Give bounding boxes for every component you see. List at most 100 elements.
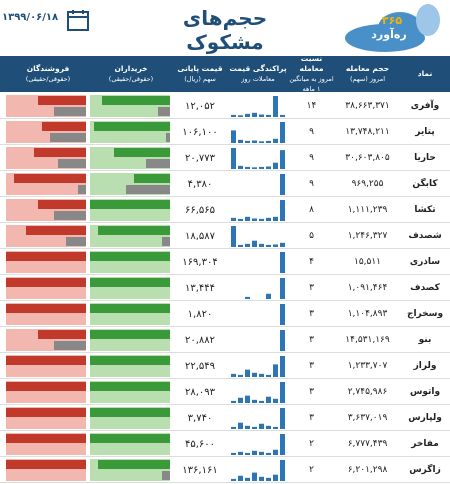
symbol: بنو: [418, 335, 432, 345]
sellers-bar: [54, 341, 86, 350]
dispersion-bar: [280, 382, 285, 403]
symbol: ساذری: [409, 257, 441, 267]
dispersion-bar: [252, 426, 257, 429]
ratio: ۳: [309, 283, 314, 293]
dispersion-bar: [252, 167, 257, 169]
ratio: ۳: [309, 413, 314, 423]
column-header: پراکندگی قیمت معاملات روز: [228, 56, 288, 92]
logo-number: ۳۶۵: [381, 14, 403, 27]
volume: ۱,۰۹۱,۴۶۴: [347, 283, 388, 293]
buyers-bar: [90, 356, 170, 365]
dispersion-bar: [259, 373, 264, 377]
dispersion-bar: [273, 426, 278, 429]
symbol: وسخراج: [406, 309, 444, 319]
volume: ۱۵,۵۱۱: [353, 257, 382, 267]
buyers-bar: [114, 148, 170, 157]
dispersion-bar: [280, 200, 285, 221]
dispersion-chart: [280, 174, 285, 195]
dispersion-chart: [245, 278, 285, 299]
symbol: کابگن: [412, 179, 438, 189]
row-separator: [0, 144, 450, 145]
sellers-bar: [26, 226, 86, 235]
symbol: کصدف: [410, 283, 440, 293]
column-header-line: حجم معامله: [345, 64, 390, 73]
column-header-line: (حقوقی/حقیقی): [25, 75, 71, 83]
volume: ۱,۲۳۳,۷۰۷: [347, 361, 388, 371]
dispersion-bar: [245, 166, 250, 169]
dispersion-bar: [238, 139, 243, 143]
dispersion-chart: [280, 252, 285, 273]
dispersion-bar: [280, 174, 285, 195]
sellers-bar: [6, 408, 86, 417]
price: ۱,۸۲۰: [187, 308, 213, 320]
dispersion-chart: [231, 122, 285, 143]
row-separator: [0, 300, 450, 301]
sellers-bar: [6, 382, 86, 391]
dispersion-bar: [266, 396, 271, 403]
dispersion-bar: [238, 451, 243, 455]
column-header-line: نسبت معامله: [299, 54, 324, 73]
dispersion-bar: [238, 374, 243, 377]
column-header-line: فروشندگان: [26, 64, 70, 73]
price: ۴۵,۶۰۰: [184, 438, 216, 450]
sellers-bar: [6, 460, 86, 469]
dispersion-bar: [280, 356, 285, 377]
sellers-bar: [6, 434, 86, 443]
ratio: ۹: [309, 127, 314, 137]
sellers-bar: [50, 133, 86, 142]
ratio: ۲: [309, 465, 314, 475]
volume: ۳۰,۶۰۳,۸۰۵: [345, 153, 390, 163]
ratio: ۳: [309, 309, 314, 319]
row-separator: [0, 274, 450, 275]
dispersion-bar: [273, 96, 278, 117]
dispersion-bar: [273, 138, 278, 143]
volume: ۱,۱۰۴,۸۹۳: [347, 309, 388, 319]
dispersion-bar: [238, 422, 243, 429]
dispersion-bar: [231, 426, 236, 429]
row-separator: [0, 248, 450, 249]
dispersion-bar: [231, 400, 236, 403]
dispersion-chart: [231, 460, 285, 481]
buyers-bar: [90, 200, 170, 209]
dispersion-bar: [266, 166, 271, 169]
buyers-bar: [90, 330, 170, 339]
dispersion-bar: [245, 425, 250, 429]
buyers-bar: [90, 382, 170, 391]
dispersion-bar: [280, 114, 285, 117]
dispersion-chart: [231, 148, 285, 169]
calendar-icon: [67, 10, 89, 31]
symbol: حاریا: [414, 153, 436, 163]
dispersion-bar: [231, 217, 236, 221]
dispersion-bar: [245, 113, 250, 117]
dispersion-bar: [259, 451, 264, 455]
dispersion-bar: [245, 477, 250, 481]
dispersion-bar: [273, 162, 278, 169]
buyers-bar: [98, 460, 170, 469]
dispersion-bar: [273, 216, 278, 221]
ratio: ۹: [309, 153, 314, 163]
sellers-bar: [34, 148, 86, 157]
volume: ۳۸,۶۶۳,۳۷۱: [345, 101, 390, 111]
dispersion-bar: [231, 114, 236, 117]
dispersion-chart: [231, 226, 285, 247]
row-separator: [0, 170, 450, 171]
row-separator: [0, 430, 450, 431]
row-separator: [0, 456, 450, 457]
dispersion-bar: [245, 395, 250, 403]
sellers-bar: [38, 200, 86, 209]
column-header: نسبت معامله امروز به میانگین ۱ ماهه: [288, 54, 335, 93]
dispersion-chart: [280, 330, 285, 351]
dispersion-bar: [245, 296, 250, 299]
dispersion-bar: [259, 166, 264, 169]
price: ۱۳۶,۱۶۱: [182, 464, 218, 476]
dispersion-bar: [273, 244, 278, 247]
price: ۲۰,۸۸۲: [184, 334, 216, 346]
ratio: ۹: [309, 179, 314, 189]
logo-cloud: [345, 4, 440, 52]
ratio: ۴: [309, 257, 314, 267]
column-header-line: ۱ ماهه: [302, 85, 321, 93]
dispersion-bar: [259, 141, 264, 143]
dispersion-bar: [252, 472, 257, 481]
sellers-bar: [14, 174, 86, 183]
